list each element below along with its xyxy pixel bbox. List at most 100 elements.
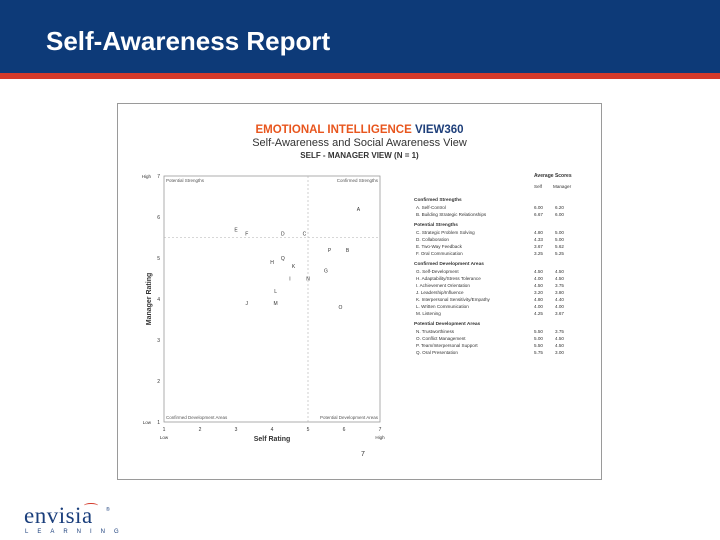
score-row: P. Team/Interpersonal Support 5.50 4.50 — [414, 343, 594, 350]
data-point-label: L — [274, 289, 277, 295]
score-row: A. Self-Control 6.00 6.20 — [414, 205, 594, 212]
score-self-value: 4.00 — [534, 276, 543, 281]
score-manager-value: 4.00 — [555, 304, 564, 309]
score-self-value: 3.25 — [534, 251, 543, 256]
score-row-label: L. Written Communication — [416, 304, 469, 309]
y-tick-label: 6 — [157, 215, 160, 221]
score-row-label: D. Collaboration — [416, 237, 449, 242]
score-row: Q. Oral Presentation 5.75 3.00 — [414, 350, 594, 357]
score-manager-value: 3.75 — [555, 283, 564, 288]
x-tick-label: 5 — [307, 427, 310, 433]
report-subtitle: Self-Awareness and Social Awareness View — [252, 137, 467, 149]
report-view-label: SELF - MANAGER VIEW (N = 1) — [300, 151, 419, 160]
score-row-label: N. Trustworthiness — [416, 329, 455, 334]
score-manager-value: 4.50 — [555, 269, 564, 274]
header-bar: Self-Awareness Report — [0, 0, 720, 73]
score-row: C. Strategic Problem Solving 4.80 5.00 — [414, 230, 594, 237]
y-high-label: High — [142, 174, 152, 179]
score-manager-value: 5.00 — [555, 237, 564, 242]
score-row-label: B. Building Strategic Relationships — [416, 212, 487, 217]
score-section: Potential Development Areas N. Trustworth… — [414, 322, 594, 357]
score-row: D. Collaboration 4.33 5.00 — [414, 237, 594, 244]
score-row-label: C. Strategic Problem Solving — [416, 230, 475, 235]
score-row-label: I. Achievement Orientation — [416, 283, 470, 288]
score-section-title: Potential Development Areas — [414, 322, 481, 327]
y-axis-title: Manager Rating — [146, 273, 153, 326]
score-section-title: Confirmed Strengths — [414, 198, 462, 203]
logo-tagline: LEARNING — [25, 529, 128, 535]
y-tick-label: 1 — [157, 420, 160, 426]
header-divider — [0, 73, 720, 79]
score-section: Confirmed Development Areas G. Self-Devel… — [414, 262, 594, 318]
data-point-label: G — [324, 268, 328, 274]
data-point-label: H — [270, 260, 274, 266]
score-row-label: J. Leadership/Influence — [416, 290, 464, 295]
quadrant-label-confirmed-development: Confirmed Development Areas — [166, 415, 228, 420]
score-section: Confirmed Strengths A. Self-Control 6.00 6.… — [414, 198, 594, 219]
score-row: K. Interpersonal Sensitivity/Empathy 4.80… — [414, 297, 594, 304]
score-manager-value: 5.00 — [555, 230, 564, 235]
score-section-title: Confirmed Development Areas — [414, 262, 484, 267]
data-point-label: J — [246, 301, 249, 307]
score-row-label: K. Interpersonal Sensitivity/Empathy — [416, 297, 490, 302]
score-self-value: 5.00 — [534, 336, 543, 341]
score-section-title: Potential Strengths — [414, 223, 458, 228]
data-point-label: A — [357, 207, 361, 213]
score-row-label: O. Conflict Management — [416, 336, 466, 341]
score-manager-value: 3.00 — [555, 350, 564, 355]
score-self-value: 6.67 — [534, 212, 543, 217]
quadrant-label-potential-strengths: Potential Strengths — [166, 178, 205, 183]
score-row-label: G. Self-Development — [416, 269, 459, 274]
data-point-label: E — [234, 227, 238, 233]
score-self-value: 4.80 — [534, 230, 543, 235]
score-row-label: E. Two-Way Feedback — [416, 244, 462, 249]
score-row: H. Adaptability/Stress Tolerance 4.00 4.50 — [414, 276, 594, 283]
scatter-chart: 1 2 3 4 5 6 7 1 2 3 4 5 6 7 Low High Low High Self Rating M… — [142, 174, 385, 443]
y-tick-label: 5 — [157, 256, 160, 262]
score-self-value: 3.67 — [534, 244, 543, 249]
score-row-label: F. Oral Communication — [416, 251, 463, 256]
score-row: M. Listening 4.25 3.67 — [414, 311, 594, 318]
data-point-label: F — [245, 231, 248, 237]
score-manager-value: 3.75 — [555, 329, 564, 334]
data-point-label: N — [306, 277, 310, 283]
score-manager-value: 6.20 — [555, 205, 564, 210]
data-point-label: O — [338, 305, 342, 311]
score-manager-value: 6.00 — [555, 212, 564, 217]
data-point-label: D — [281, 231, 285, 237]
data-point-label: K — [292, 264, 296, 270]
logo-swoosh-icon — [84, 503, 98, 508]
score-row-label: H. Adaptability/Stress Tolerance — [416, 276, 481, 281]
score-row: E. Two-Way Feedback 3.67 5.62 — [414, 244, 594, 251]
x-axis-title: Self Rating — [254, 436, 291, 443]
score-row: O. Conflict Management 5.00 4.50 — [414, 336, 594, 343]
score-self-value: 6.00 — [534, 205, 543, 210]
score-manager-value: 5.62 — [555, 244, 564, 249]
report-title: EMOTIONAL INTELLIGENCE VIEW360 — [118, 124, 601, 136]
average-scores-panel: Average Scores Self Manager Confirmed St… — [414, 171, 594, 357]
score-row-label: P. Team/Interpersonal Support — [416, 343, 478, 348]
data-point-label: P — [328, 248, 332, 254]
quadrant-label-potential-development: Potential Development Areas — [320, 415, 379, 420]
x-tick-label: 2 — [199, 427, 202, 433]
manager-column-header: Manager — [553, 184, 572, 189]
score-self-value: 5.50 — [534, 329, 543, 334]
score-self-value: 4.80 — [534, 297, 543, 302]
data-point-label: Q — [281, 256, 285, 262]
logo-wordmark: envisia — [24, 503, 93, 528]
score-manager-value: 3.67 — [555, 311, 564, 316]
data-point-label: M — [274, 301, 278, 307]
score-self-value: 5.75 — [534, 350, 543, 355]
report-title-accent: VIEW360 — [414, 124, 464, 136]
score-self-value: 4.33 — [534, 237, 543, 242]
score-self-value: 4.25 — [534, 311, 543, 316]
slide-title: Self-Awareness Report — [46, 26, 331, 56]
average-scores-label: Average Scores — [534, 173, 572, 179]
report-image: EMOTIONAL INTELLIGENCE VIEW360 Self-Awar… — [117, 103, 602, 480]
logo-trademark: ® — [106, 507, 110, 513]
x-tick-label: 1 — [163, 427, 166, 433]
score-row: F. Oral Communication 3.25 5.25 — [414, 251, 594, 258]
score-self-value: 5.50 — [534, 343, 543, 348]
quadrant-label-confirmed-strengths: Confirmed Strengths — [337, 178, 379, 183]
x-tick-label: 4 — [271, 427, 274, 433]
